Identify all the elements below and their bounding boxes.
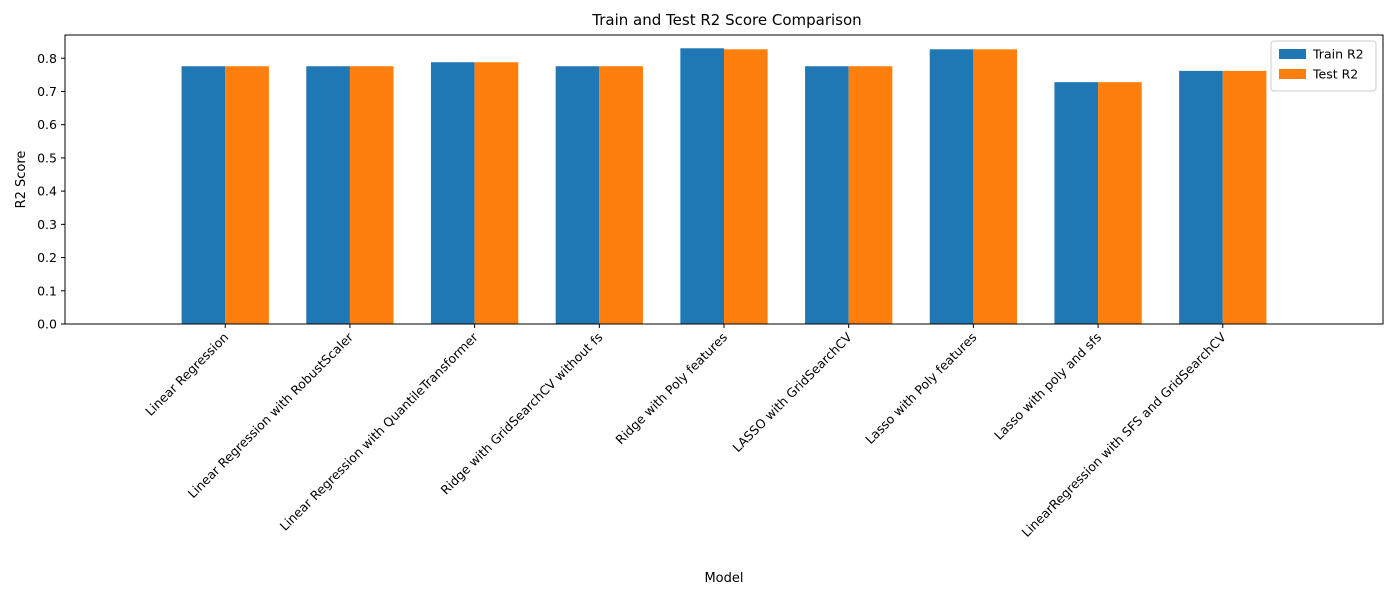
- y-tick-label: 0.2: [37, 250, 57, 265]
- bar-train-1: [306, 66, 350, 325]
- legend-swatch-test: [1279, 69, 1306, 79]
- x-tick-label: Linear Regression: [142, 330, 231, 419]
- bar-test-8: [1222, 70, 1267, 325]
- bar-test-0: [225, 66, 269, 325]
- bar-train-4: [680, 48, 724, 325]
- bar-train-2: [430, 62, 475, 325]
- legend: Train R2 Test R2: [1270, 40, 1377, 92]
- x-tick-label: LinearRegression with SFS and GridSearch…: [1019, 329, 1230, 540]
- x-tick-label: Ridge with Poly features: [612, 330, 730, 448]
- y-tick-label: 0.0: [37, 317, 57, 332]
- y-tick-label: 0.5: [37, 150, 57, 165]
- x-tick-label: Linear Regression with QuantileTransform…: [277, 329, 482, 534]
- x-tick-label: LASSO with GridSearchCV: [729, 329, 855, 455]
- legend-label-train: Train R2: [1312, 47, 1364, 62]
- bar-train-0: [181, 66, 226, 325]
- legend-label-test: Test R2: [1312, 67, 1358, 82]
- bar-train-7: [1054, 82, 1099, 325]
- bar-test-2: [474, 62, 519, 325]
- y-axis-label: R2 Score: [14, 151, 29, 209]
- plot-frame: [64, 34, 1384, 325]
- x-tick-label: Lasso with poly and sfs: [991, 330, 1104, 443]
- bar-test-6: [973, 49, 1018, 325]
- bar-train-5: [805, 66, 849, 325]
- bar-test-7: [1098, 82, 1142, 325]
- bars-group: [181, 48, 1267, 325]
- legend-swatch-train: [1279, 49, 1306, 59]
- x-axis: Linear Regression Linear Regression with …: [142, 324, 1229, 540]
- y-tick-label: 0.1: [37, 283, 57, 298]
- y-tick-label: 0.4: [37, 184, 57, 199]
- x-tick-label: Lasso with Poly features: [862, 330, 979, 447]
- bar-test-3: [599, 66, 643, 325]
- bar-test-4: [724, 49, 768, 325]
- x-axis-label: Model: [704, 571, 743, 586]
- y-tick-label: 0.7: [37, 84, 57, 99]
- bar-train-3: [555, 66, 600, 325]
- bar-train-6: [929, 49, 974, 325]
- y-axis: 0.0 0.1 0.2 0.3 0.4 0.5 0.6 0.7 0.8: [37, 51, 65, 332]
- y-tick-label: 0.8: [37, 51, 57, 66]
- bar-test-1: [349, 66, 394, 325]
- bar-test-5: [848, 66, 893, 325]
- chart-title: Train and Test R2 Score Comparison: [591, 11, 861, 29]
- bar-train-8: [1179, 70, 1223, 325]
- y-tick-label: 0.6: [37, 117, 57, 132]
- y-tick-label: 0.3: [37, 217, 57, 232]
